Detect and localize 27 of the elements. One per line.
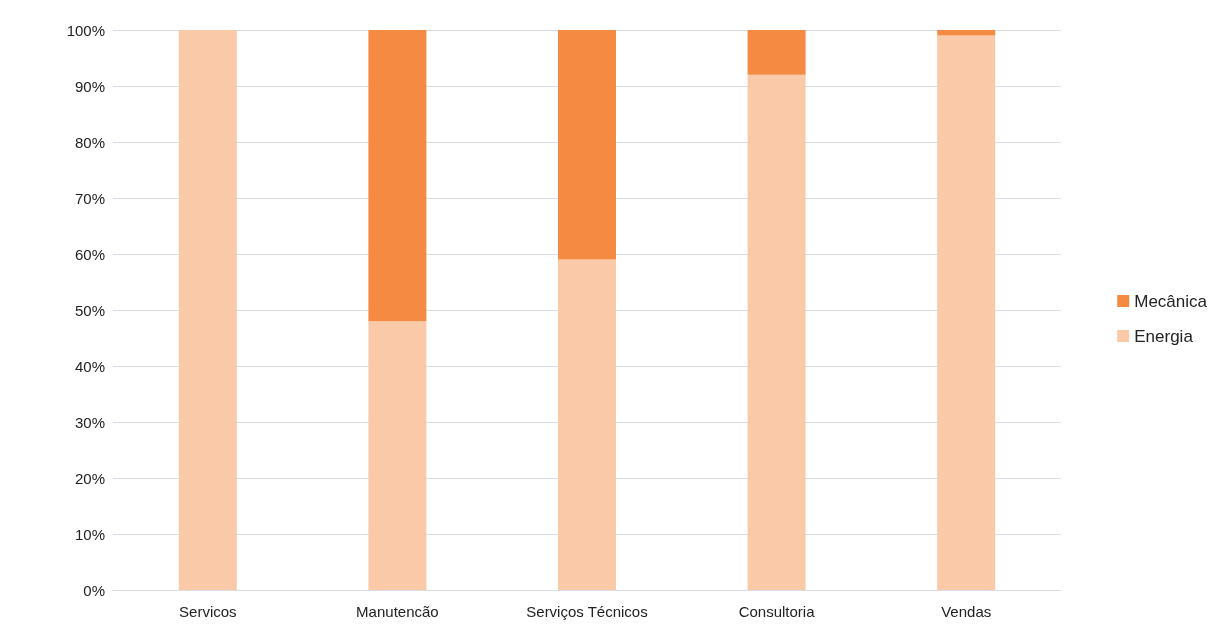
x-tick-label: Vendas xyxy=(941,603,992,620)
bar xyxy=(558,259,616,590)
y-tick-label: 60% xyxy=(74,245,105,263)
x-tick-label: Servicos xyxy=(179,603,237,620)
y-tick-label: 0% xyxy=(83,581,105,599)
y-tick-label: 30% xyxy=(74,413,105,431)
bar xyxy=(368,321,427,590)
bar xyxy=(937,30,996,36)
x-tick-label: Manutencão xyxy=(356,603,439,620)
legend-label: Energia xyxy=(1134,326,1194,346)
y-tick-label: 100% xyxy=(66,21,105,39)
bar xyxy=(937,35,996,590)
y-tick-label: 80% xyxy=(74,133,105,151)
y-tick-label: 20% xyxy=(74,469,105,487)
y-tick-label: 70% xyxy=(74,189,105,207)
y-tick-label: 90% xyxy=(74,77,105,95)
legend-label: Mecânica xyxy=(1134,291,1208,311)
bar xyxy=(747,74,806,590)
x-tick-label: Serviços Técnicos xyxy=(526,603,648,620)
bar xyxy=(558,30,616,260)
y-tick-label: 50% xyxy=(74,301,105,319)
y-tick-label: 40% xyxy=(74,357,105,375)
bar xyxy=(747,30,806,75)
x-tick-label: Consultoria xyxy=(738,603,816,620)
bar xyxy=(178,30,237,590)
y-tick-label: 10% xyxy=(74,525,105,543)
bar xyxy=(368,30,427,322)
